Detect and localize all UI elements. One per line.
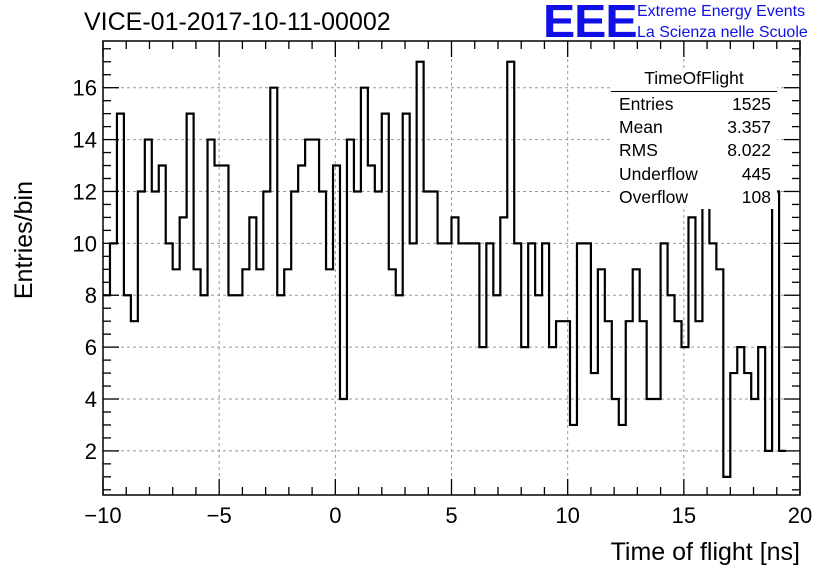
x-axis-label: Time of flight [ns]: [611, 538, 800, 566]
tick-labels: −10 −5 0 5 10 15 20 2 4 6 8 10 12 14 16: [73, 76, 813, 528]
x-tick-label: 0: [329, 503, 341, 528]
stats-value: 3.357: [727, 117, 771, 138]
eee-logo: EEE: [543, 0, 638, 47]
y-tick-label: 10: [73, 231, 97, 256]
histogram-line: [103, 60, 787, 478]
x-tick-label: 15: [672, 503, 696, 528]
stats-label: Overflow: [619, 186, 689, 207]
y-tick-label: 6: [85, 335, 97, 360]
logo-caption-line2: La Scienza nelle Scuole: [637, 24, 808, 41]
stats-label: Entries: [619, 94, 674, 114]
stats-value: 108: [741, 186, 771, 207]
y-tick-label: 2: [85, 439, 97, 464]
x-tick-label: 5: [445, 503, 457, 528]
stats-value: 445: [741, 163, 771, 184]
y-tick-label: 16: [73, 76, 97, 101]
stats-label: RMS: [619, 140, 658, 161]
y-tick-label: 14: [73, 128, 97, 153]
stats-row-mean: Mean 3.357: [611, 116, 777, 139]
stats-row-rms: RMS 8.022: [611, 139, 777, 162]
stats-row-underflow: Underflow 445: [611, 163, 777, 186]
chart-title: VICE-01-2017-10-11-00002: [84, 8, 391, 36]
stats-row-entries: Entries 1525: [611, 93, 777, 116]
x-tick-label: −10: [84, 503, 121, 528]
stats-value: 8.022: [727, 140, 771, 161]
y-tick-label: 8: [85, 283, 97, 308]
stats-row-overflow: Overflow 108: [611, 186, 777, 209]
stats-histogram-name: TimeOfFlight: [611, 68, 777, 92]
grid-lines: [103, 41, 800, 495]
x-tick-label: 20: [788, 503, 812, 528]
y-axis-label: Entries/bin: [10, 181, 38, 299]
stats-label: Mean: [619, 117, 663, 138]
y-tick-label: 4: [85, 387, 97, 412]
x-tick-label: −5: [207, 503, 232, 528]
axis-ticks: [102, 41, 801, 495]
stats-label: Underflow: [619, 163, 698, 184]
stats-box: TimeOfFlight Entries 1525 Mean 3.357 RMS…: [611, 68, 777, 209]
y-tick-label: 12: [73, 179, 97, 204]
stats-value: 1525: [732, 94, 771, 114]
logo-caption-line1: Extreme Energy Events: [637, 3, 806, 20]
x-tick-label: 10: [555, 503, 579, 528]
